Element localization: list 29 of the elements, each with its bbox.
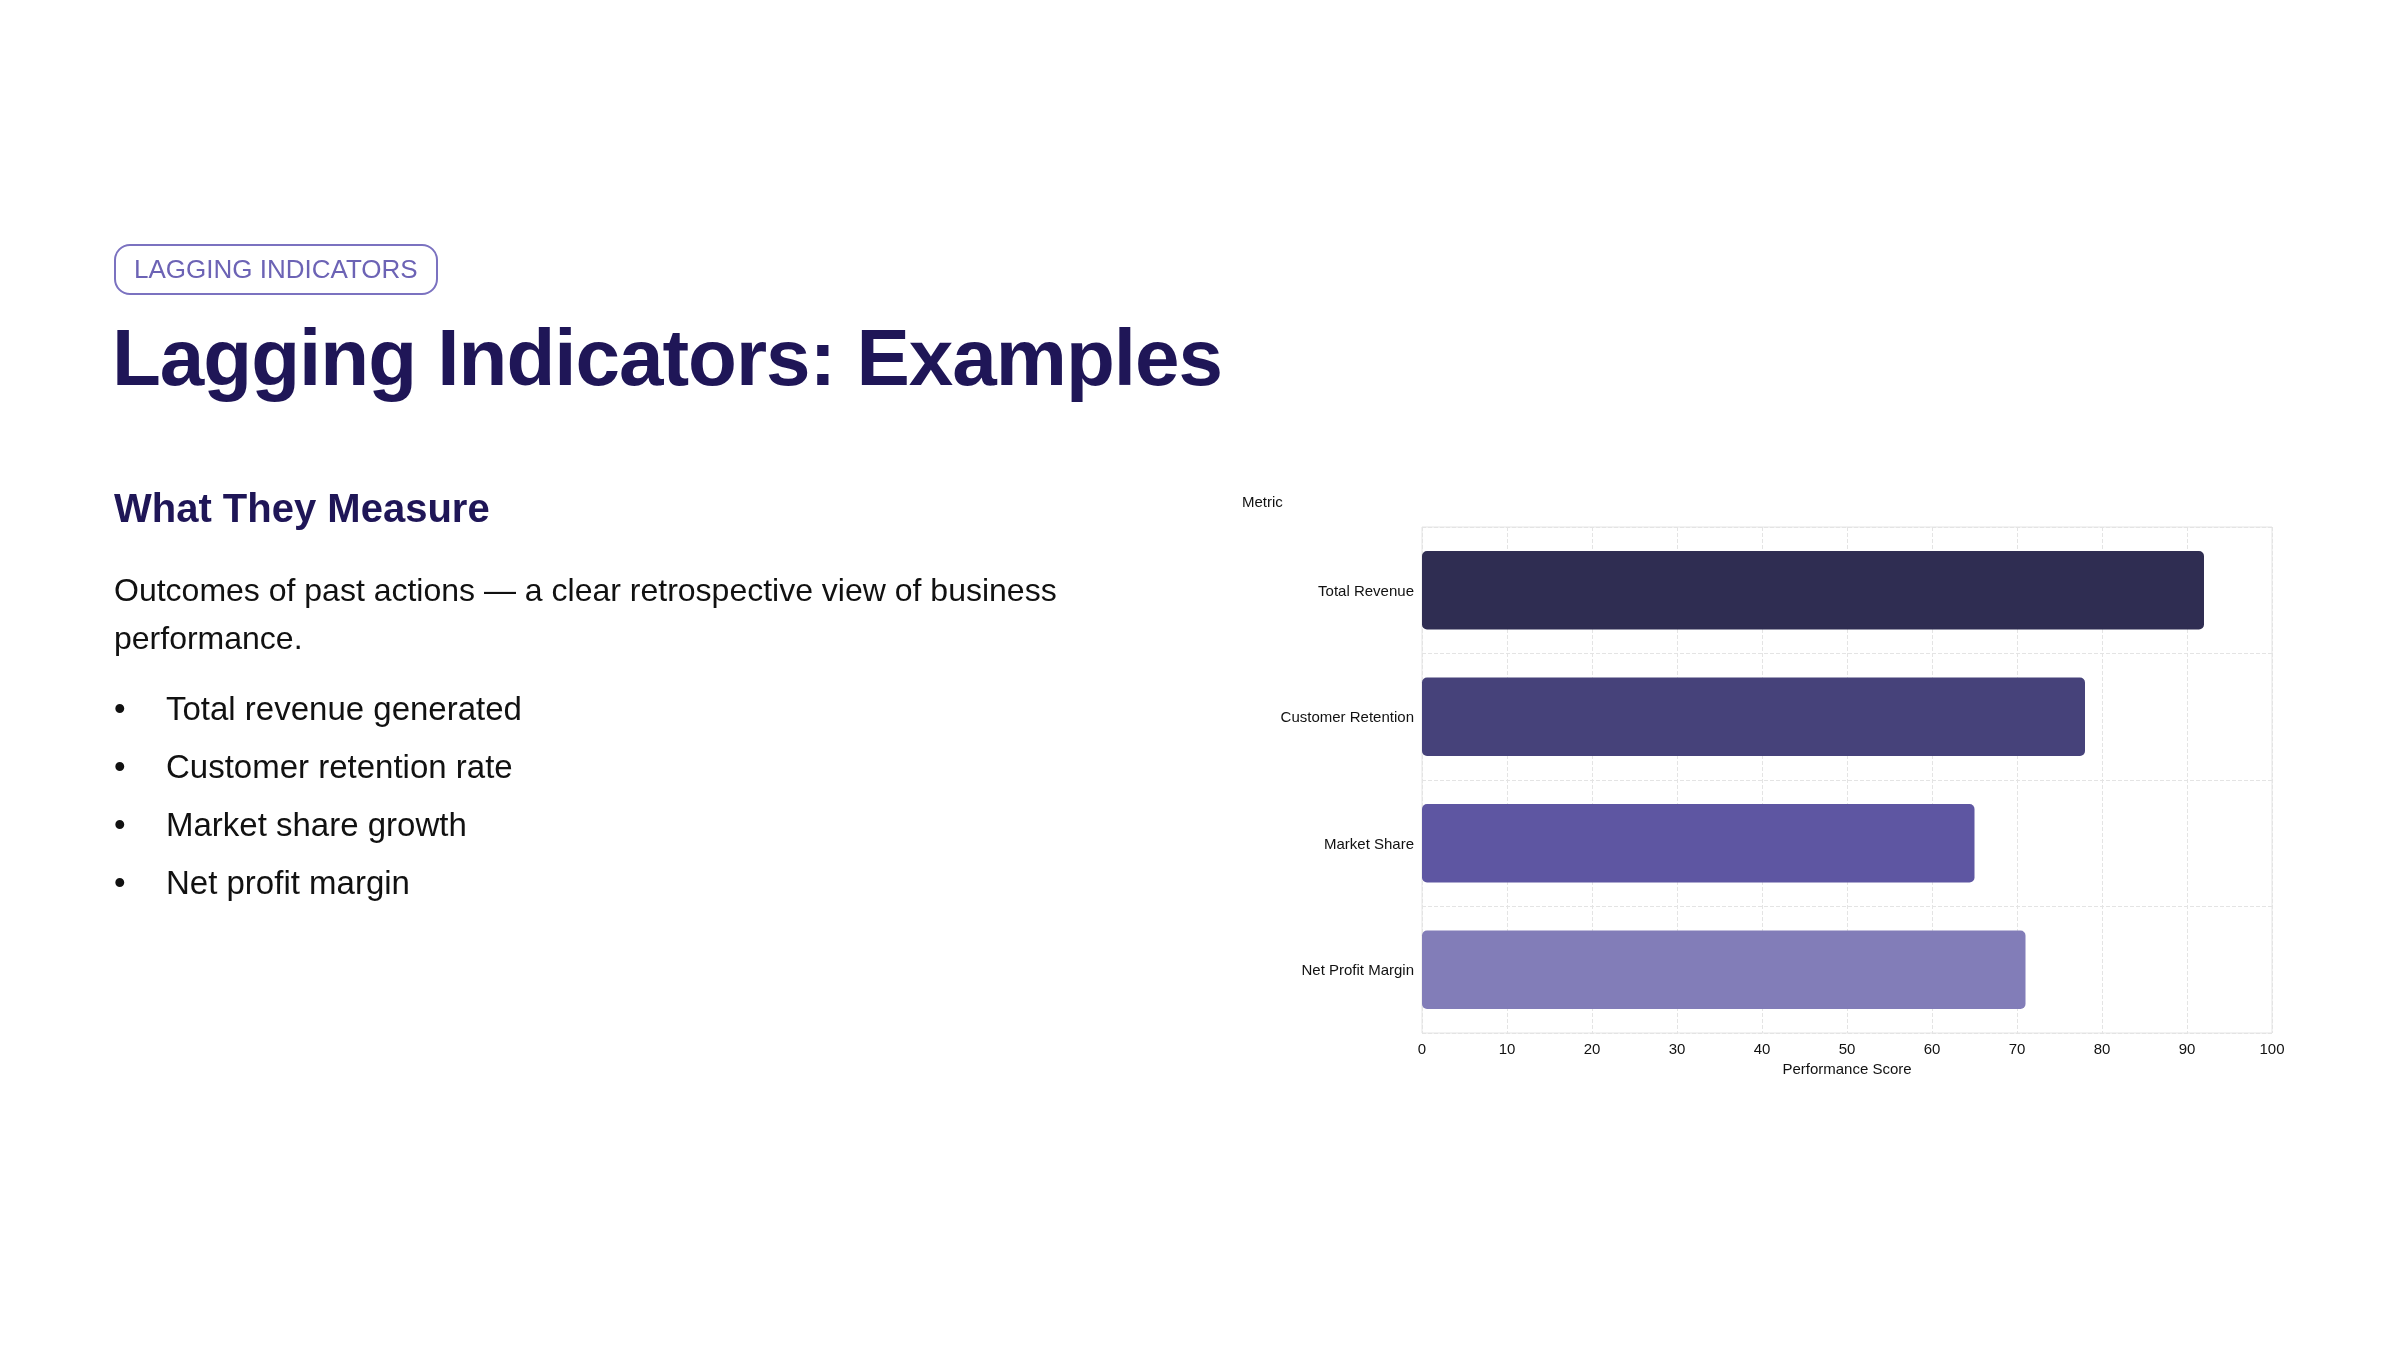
x-tick-label: 100 xyxy=(2259,1040,2285,1057)
y-tick-label: Total Revenue xyxy=(1318,581,1414,599)
x-tick-label: 80 xyxy=(2093,1040,2111,1057)
x-tick-label: 70 xyxy=(2008,1040,2026,1057)
bar xyxy=(1422,677,2085,756)
x-axis-title: Performance Score xyxy=(1782,1059,1912,1077)
text: LAGGING INDICATORS xyxy=(114,244,438,295)
text: • Market share growth xyxy=(114,806,467,843)
text: • Net profit margin xyxy=(114,864,410,901)
y-tick-label: Customer Retention xyxy=(1280,708,1414,726)
x-tick-label: 20 xyxy=(1583,1040,1601,1057)
text: • Total revenue generated xyxy=(114,690,522,727)
text: Lagging Indicators: Examples xyxy=(112,312,1223,404)
y-tick-label: Net Profit Margin xyxy=(1301,961,1414,979)
text: What They Measure xyxy=(114,486,490,531)
x-tick-label: 30 xyxy=(1668,1040,1686,1057)
x-tick-label: 50 xyxy=(1838,1040,1856,1057)
bar xyxy=(1422,804,1975,883)
bar xyxy=(1422,551,2204,630)
x-tick-label: 0 xyxy=(1417,1040,1427,1057)
bar xyxy=(1422,930,2026,1009)
text: Outcomes of past actions — a clear retrospective view of business performance. xyxy=(114,571,1058,658)
text: • Customer retention rate xyxy=(114,748,513,785)
x-tick-label: 10 xyxy=(1498,1040,1516,1057)
x-tick-label: 60 xyxy=(1923,1040,1941,1057)
x-tick-label: 40 xyxy=(1753,1040,1771,1057)
y-axis-title: Metric xyxy=(1242,493,1284,510)
x-tick-label: 90 xyxy=(2178,1040,2196,1057)
y-tick-label: Market Share xyxy=(1323,834,1414,852)
